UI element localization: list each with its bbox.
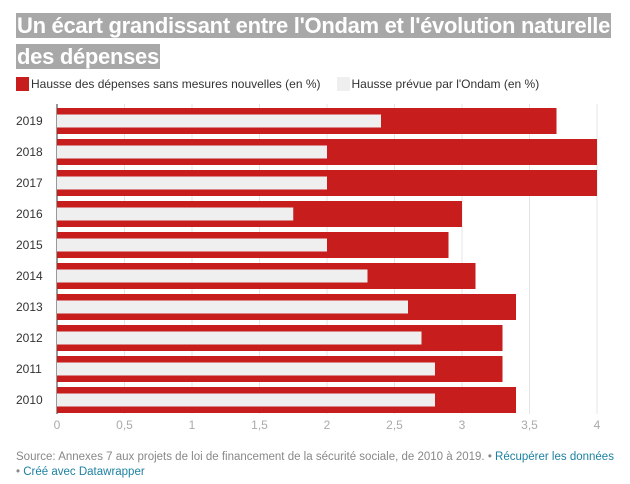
- legend-item-depenses: Hausse des dépenses sans mesures nouvell…: [16, 77, 321, 91]
- download-data-link[interactable]: Récupérer les données: [495, 451, 614, 463]
- source-text: Source: Annexes 7 aux projets de loi de …: [16, 451, 485, 463]
- x-tick-label: 2,5: [386, 418, 403, 432]
- y-category-label: 2015: [16, 238, 43, 252]
- bar-ondam: [57, 114, 381, 128]
- y-category-label: 2014: [16, 269, 43, 283]
- legend-label: Hausse prévue par l'Ondam (en %): [351, 77, 540, 91]
- bar-ondam: [57, 269, 368, 283]
- separator: •: [16, 466, 24, 478]
- x-tick-label: 1: [189, 418, 196, 432]
- y-category-label: 2011: [16, 362, 42, 376]
- x-tick-label: 0: [54, 418, 61, 432]
- bar-ondam: [57, 300, 408, 314]
- bar-ondam: [57, 238, 327, 252]
- y-category-label: 2012: [16, 331, 43, 345]
- separator: •: [484, 451, 496, 463]
- bar-chart: 0 0,5 1 1,5 2 2,5 3 3,5 4 2019 2018 2017 2016 2015 201…: [16, 104, 601, 432]
- legend-swatch-light: [336, 77, 350, 91]
- legend-swatch-red: [16, 77, 29, 91]
- chart-title: Un écart grandissant entre l'Ondam et l'…: [16, 13, 612, 69]
- y-category-label: 2017: [16, 176, 43, 190]
- y-category-label: 2010: [16, 393, 43, 407]
- y-category-label: 2013: [16, 300, 43, 314]
- y-category-label: 2019: [16, 114, 43, 128]
- bar-ondam: [57, 393, 435, 407]
- bar-ondam: [57, 362, 435, 376]
- x-tick-label: 1,5: [251, 418, 268, 432]
- bar-ondam: [57, 331, 422, 345]
- legend-item-ondam: Hausse prévue par l'Ondam (en %): [336, 77, 540, 91]
- footer: Source: Annexes 7 aux projets de loi de …: [16, 450, 616, 480]
- x-tick-label: 3,5: [521, 418, 538, 432]
- datawrapper-link[interactable]: Créé avec Datawrapper: [23, 466, 145, 478]
- x-tick-label: 0,5: [116, 418, 133, 432]
- y-category-label: 2018: [16, 145, 43, 159]
- x-tick-label: 4: [594, 418, 601, 432]
- y-category-label: 2016: [16, 207, 43, 221]
- x-tick-label: 2: [324, 418, 331, 432]
- legend-label: Hausse des dépenses sans mesures nouvell…: [31, 77, 321, 91]
- legend: Hausse des dépenses sans mesures nouvell…: [16, 77, 555, 91]
- bar-ondam: [57, 176, 327, 190]
- x-tick-label: 3: [459, 418, 466, 432]
- bar-ondam: [57, 207, 294, 221]
- bar-ondam: [57, 145, 327, 159]
